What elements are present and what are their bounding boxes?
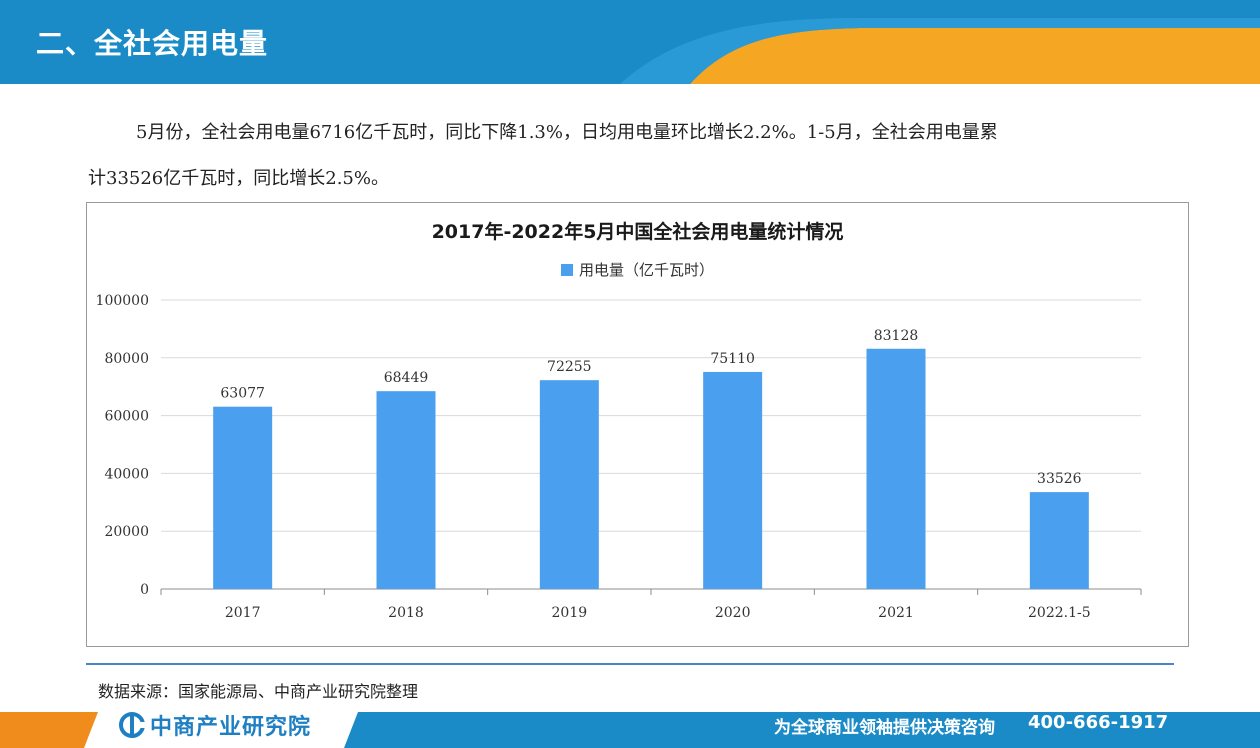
y-tick-label: 0 — [140, 582, 149, 598]
data-label: 68449 — [384, 370, 429, 386]
brand-name: 中商产业研究院 — [150, 715, 312, 740]
summary-text: 5月份，全社会用电量6716亿千瓦时，同比下降1.3%，日均用电量环比增长2.2… — [88, 110, 1178, 202]
bar — [213, 406, 273, 589]
x-tick-label: 2022.1-5 — [1028, 605, 1091, 621]
footer-slogan: 为全球商业领袖提供决策咨询 — [774, 718, 995, 738]
x-tick-label: 2019 — [552, 605, 588, 621]
data-label: 72255 — [547, 359, 592, 375]
data-label: 83128 — [874, 328, 919, 344]
page-header: 二、全社会用电量 — [0, 0, 1260, 84]
bar-chart: 0 20000 40000 60000 80000 100000 63077 2017 6844… — [96, 293, 1142, 621]
bar — [866, 348, 926, 589]
bar — [376, 391, 436, 589]
bar — [1029, 492, 1089, 589]
y-tick-label: 60000 — [104, 409, 149, 425]
page-title: 二、全社会用电量 — [36, 27, 269, 60]
footer-banner — [0, 712, 1260, 748]
data-source-note: 数据来源：国家能源局、中商产业研究院整理 — [98, 682, 419, 701]
chart-frame: 2017年-2022年5月中国全社会用电量统计情况 用电量（亿千瓦时） 0 200… — [86, 202, 1189, 647]
y-tick-label: 80000 — [104, 351, 149, 367]
data-label: 63077 — [220, 386, 265, 402]
chart-title: 2017年-2022年5月中国全社会用电量统计情况 — [431, 221, 844, 243]
header-banner — [0, 0, 1260, 84]
y-tick-label: 40000 — [104, 466, 149, 482]
x-tick-label: 2021 — [878, 605, 914, 621]
x-tick-label: 2018 — [388, 605, 424, 621]
chart-legend: 用电量（亿千瓦时） — [87, 259, 1188, 280]
brand-logo-icon — [119, 712, 146, 738]
bar — [703, 371, 763, 589]
page-footer — [0, 708, 1260, 748]
summary-line-2: 计33526亿千瓦时，同比增长2.5%。 — [88, 168, 389, 189]
x-tick-label: 2017 — [225, 605, 261, 621]
y-tick-label: 20000 — [104, 524, 149, 540]
footer-phone: 400-666-1917 — [1028, 712, 1169, 733]
x-tick-label: 2020 — [715, 605, 751, 621]
summary-line-1: 5月份，全社会用电量6716亿千瓦时，同比下降1.3%，日均用电量环比增长2.2… — [136, 122, 998, 143]
legend-label: 用电量（亿千瓦时） — [578, 261, 714, 279]
bar — [539, 380, 599, 589]
data-label: 75110 — [710, 351, 755, 367]
legend-swatch — [560, 264, 573, 276]
data-label: 33526 — [1037, 471, 1082, 487]
y-tick-label: 100000 — [96, 293, 149, 309]
divider-line — [86, 663, 1174, 665]
